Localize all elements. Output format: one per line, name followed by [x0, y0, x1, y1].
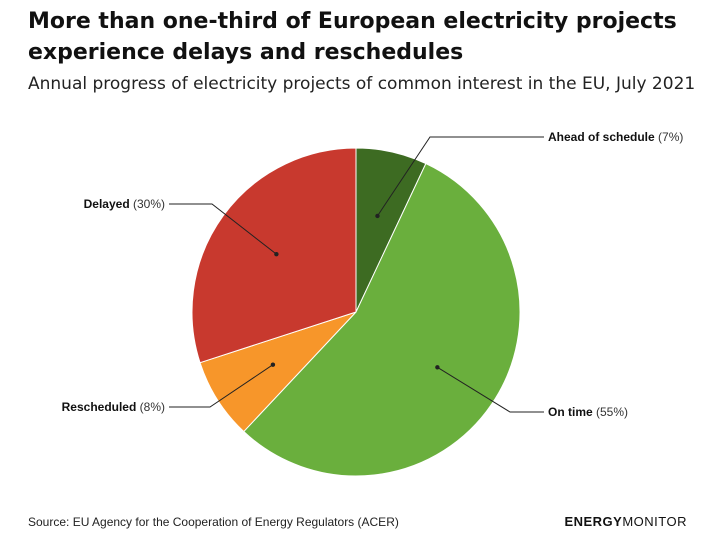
chart-title: More than one-third of European electric… [28, 9, 677, 65]
pie-slice-on-time [243, 162, 521, 477]
leader-line [169, 364, 274, 408]
brand-logo-energy: ENERGY [564, 514, 623, 529]
slice-label: Ahead of schedule (7%) [548, 130, 683, 144]
leader-line [169, 203, 277, 255]
leader-line [437, 366, 544, 413]
slice-label: Delayed (30%) [84, 197, 165, 211]
chart-subtitle: Annual progress of electricity projects … [28, 74, 696, 94]
leader-dot [274, 251, 279, 257]
slice-label-percent: (55%) [596, 405, 628, 419]
brand-logo-monitor: MONITOR [622, 514, 687, 529]
leader-dot [270, 362, 276, 367]
slice-label-percent: (30%) [133, 197, 165, 211]
brand-logo: ENERGYMONITOR [564, 514, 687, 529]
slice-label-name: Delayed [84, 197, 133, 211]
slice-label: Rescheduled (8%) [62, 400, 165, 414]
slice-label-percent: (8%) [140, 400, 165, 414]
leader-dot [435, 365, 440, 370]
slice-label-percent: (7%) [658, 130, 683, 144]
leader-dot [375, 213, 380, 219]
slice-label-name: On time [548, 405, 596, 419]
pie-slice-delayed [191, 147, 357, 364]
slice-label-name: Ahead of schedule [548, 130, 658, 144]
slice-label: On time (55%) [548, 405, 628, 419]
slice-label-name: Rescheduled [62, 400, 140, 414]
source-note: Source: EU Agency for the Cooperation of… [28, 515, 399, 529]
leader-line [377, 136, 544, 217]
